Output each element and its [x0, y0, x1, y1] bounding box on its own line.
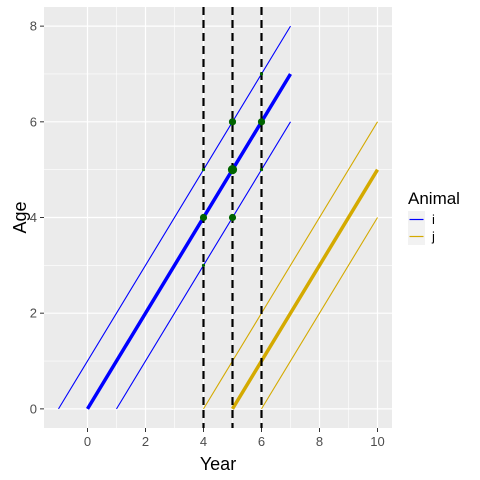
x-tick-label: 8: [316, 434, 323, 449]
series-line-i-main: [86, 73, 292, 410]
point-layer: [199, 72, 266, 267]
legend-label-j: j: [431, 229, 435, 244]
data-point: [201, 263, 206, 267]
y-tick-label: 8: [30, 19, 37, 34]
y-tick-label: 6: [30, 114, 37, 129]
y-tick-label: 4: [30, 210, 37, 225]
series-line-i-upper: [58, 25, 291, 410]
series-line-j-main: [231, 168, 379, 410]
legend-items: ij: [408, 211, 435, 245]
y-tick-label: 0: [30, 401, 37, 416]
x-tick-label: 4: [200, 434, 207, 449]
x-tick-label: 2: [142, 434, 149, 449]
data-point: [257, 118, 266, 126]
data-point: [259, 72, 264, 76]
legend: Animal ij: [408, 189, 460, 245]
x-tick-label: 10: [370, 434, 384, 449]
x-axis: 0 2 4 6 8 10: [84, 428, 385, 449]
data-point: [201, 168, 206, 172]
x-tick-label: 6: [258, 434, 265, 449]
x-axis-title: Year: [200, 454, 236, 474]
y-axis: 0 2 4 6 8: [30, 19, 44, 416]
x-tick-label: 0: [84, 434, 91, 449]
series-line-j-lower: [261, 217, 378, 410]
y-tick-label: 2: [30, 306, 37, 321]
legend-label-i: i: [432, 212, 435, 227]
y-axis-title: Age: [10, 201, 30, 233]
data-point: [199, 213, 208, 222]
series-layer: [58, 25, 379, 410]
data-point: [259, 168, 264, 172]
data-point: [228, 213, 237, 222]
data-point: [227, 165, 238, 175]
legend-title: Animal: [408, 189, 460, 208]
data-point: [228, 118, 237, 126]
